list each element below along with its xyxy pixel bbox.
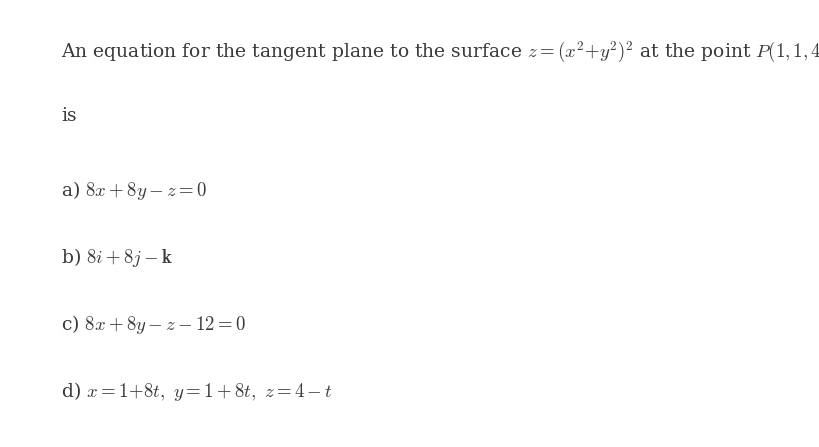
Text: c) $8x + 8y - z - 12 = 0$: c) $8x + 8y - z - 12 = 0$ — [61, 313, 247, 336]
Text: An equation for the tangent plane to the surface $z = (x^2\!+\!y^2)^2$ at the po: An equation for the tangent plane to the… — [61, 40, 819, 65]
Text: b) $8\mathit{i} + 8\mathit{j} - \mathbf{k}$: b) $8\mathit{i} + 8\mathit{j} - \mathbf{… — [61, 246, 174, 269]
Text: is: is — [61, 107, 77, 125]
Text: a) $8x + 8y - z = 0$: a) $8x + 8y - z = 0$ — [61, 179, 207, 202]
Text: d) $x = 1\!+\!8t,\ y = 1 + 8t,\ z = 4-t$: d) $x = 1\!+\!8t,\ y = 1 + 8t,\ z = 4-t$ — [61, 380, 333, 403]
